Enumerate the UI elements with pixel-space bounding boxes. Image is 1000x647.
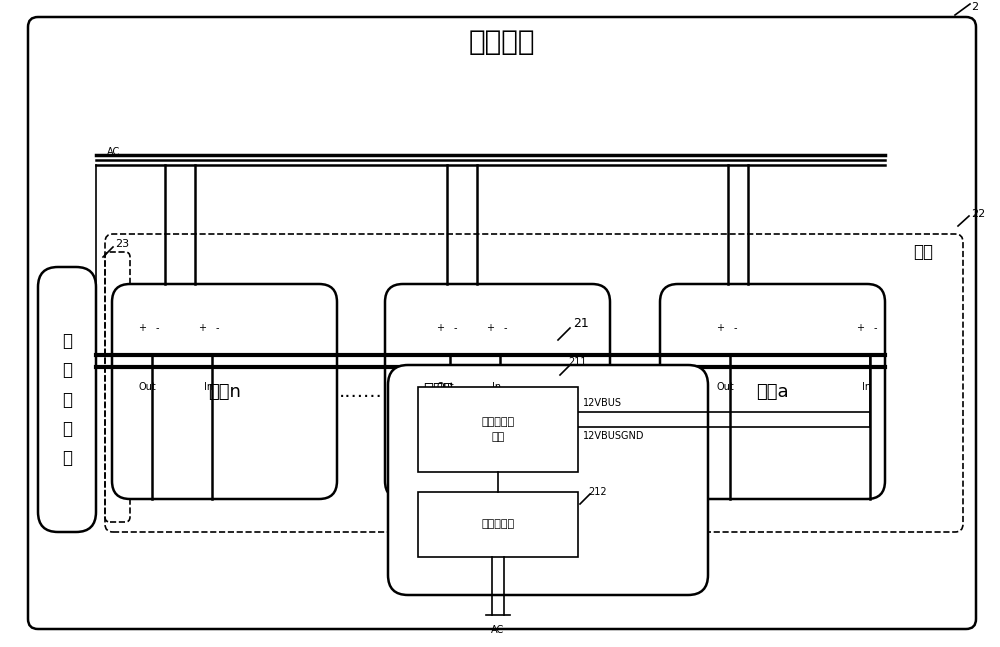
- Text: 21: 21: [573, 317, 589, 330]
- Text: +: +: [856, 323, 864, 333]
- Text: 23: 23: [115, 239, 129, 249]
- Text: +: +: [716, 323, 724, 333]
- Text: AC: AC: [107, 147, 120, 157]
- Text: -: -: [155, 323, 159, 333]
- Text: +: +: [138, 323, 146, 333]
- Text: 储
能
变
流
器: 储 能 变 流 器: [62, 332, 72, 467]
- Text: 储能系统: 储能系统: [469, 28, 535, 56]
- Text: 电柜: 电柜: [913, 243, 933, 261]
- FancyBboxPatch shape: [385, 284, 610, 499]
- Text: In: In: [492, 382, 502, 392]
- Text: 总电源管理
系统: 总电源管理 系统: [481, 417, 515, 442]
- Text: +: +: [436, 323, 444, 333]
- FancyBboxPatch shape: [660, 284, 885, 499]
- FancyBboxPatch shape: [388, 365, 708, 595]
- Bar: [418, 387, 578, 472]
- Text: 211: 211: [568, 357, 586, 367]
- Text: 212: 212: [588, 487, 607, 497]
- Text: -: -: [215, 323, 219, 333]
- Text: In: In: [862, 382, 872, 392]
- Text: -: -: [873, 323, 877, 333]
- Text: +: +: [486, 323, 494, 333]
- Text: 电柜a: 电柜a: [756, 382, 789, 400]
- Text: 22: 22: [971, 209, 985, 219]
- Text: 电柜n: 电柜n: [208, 382, 241, 400]
- Text: 2: 2: [971, 2, 979, 12]
- Text: 绝缘检测板: 绝缘检测板: [481, 520, 515, 529]
- Text: In: In: [204, 382, 214, 392]
- Text: AC: AC: [491, 625, 505, 635]
- Text: -: -: [503, 323, 507, 333]
- FancyBboxPatch shape: [38, 267, 96, 532]
- Text: -: -: [453, 323, 457, 333]
- FancyBboxPatch shape: [112, 284, 337, 499]
- Text: .......: .......: [339, 382, 383, 401]
- Text: 电柜b: 电柜b: [481, 382, 514, 400]
- Text: 12VBUSGND: 12VBUSGND: [583, 431, 644, 441]
- Text: 总控柜: 总控柜: [423, 381, 453, 399]
- FancyBboxPatch shape: [28, 17, 976, 629]
- Text: +: +: [198, 323, 206, 333]
- Text: Out: Out: [716, 382, 734, 392]
- Text: -: -: [733, 323, 737, 333]
- Bar: [418, 492, 578, 557]
- Text: Out: Out: [436, 382, 454, 392]
- Text: Out: Out: [138, 382, 156, 392]
- Text: 12VBUS: 12VBUS: [583, 398, 622, 408]
